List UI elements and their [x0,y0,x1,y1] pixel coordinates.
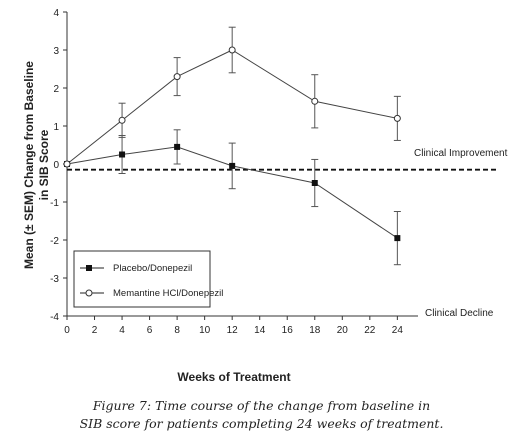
data-point [228,46,236,54]
x-tick-label: 16 [282,325,294,336]
y-tick-label: 1 [53,122,59,133]
series-line [66,49,398,165]
x-tick-label: 8 [174,325,180,336]
series-line [66,146,398,239]
x-tick-label: 0 [64,325,70,336]
data-point [393,114,401,122]
data-point [311,180,318,186]
figure-caption-line2: SIB score for patients completing 24 wee… [79,416,444,431]
x-tick-label: 6 [147,325,153,336]
y-tick-label: -2 [50,236,59,247]
series-memantine [63,26,401,168]
y-axis-title: Mean (± SEM) Change from Baseline in SIB… [22,61,51,269]
data-point [311,97,319,105]
legend-label-memantine: Memantine HCl/Donepezil [113,288,223,299]
legend-label-placebo: Placebo/Donepezil [113,263,192,274]
legend-marker-memantine [85,289,93,297]
x-tick-label: 14 [254,325,266,336]
y-tick-label: 0 [53,160,59,171]
data-point [174,143,181,150]
legend-marker-placebo [86,265,92,271]
y-axis-title-line2: in SIB Score [37,129,51,200]
x-tick-label: 20 [337,325,349,336]
y-axis-title-line1: Mean (± SEM) Change from Baseline [22,61,36,269]
y-tick-label: -4 [50,312,59,323]
annotation-clinical-decline: Clinical Decline [425,308,494,319]
x-tick-label: 18 [309,325,321,336]
data-point [63,160,71,168]
y-tick-label: -1 [50,198,59,209]
x-tick-label: 10 [199,325,211,336]
data-point [229,162,236,169]
y-tick-label: 4 [53,8,59,19]
data-point [173,73,181,81]
y-tick-label: 2 [53,84,59,95]
y-tick-label: -3 [50,274,59,285]
annotation-clinical-improvement: Clinical Improvement [414,148,508,159]
data-point [119,151,126,158]
x-tick-label: 22 [364,325,376,336]
legend: Placebo/Donepezil Memantine HCl/Donepezil [73,250,223,308]
series-group [63,26,401,266]
y-tick-label: 3 [53,46,59,57]
x-axis-title: Weeks of Treatment [177,370,290,384]
series-placebo [64,129,401,266]
data-point [118,116,126,124]
x-tick-label: 4 [119,325,125,336]
legend-box [73,250,211,308]
figure-caption-line1: Figure 7: Time course of the change from… [92,398,431,413]
x-tick-label: 2 [92,325,98,336]
x-tick-label: 12 [227,325,239,336]
data-point [394,235,401,242]
x-tick-label: 24 [392,325,404,336]
annotations: Clinical Improvement Clinical Decline [414,148,508,319]
